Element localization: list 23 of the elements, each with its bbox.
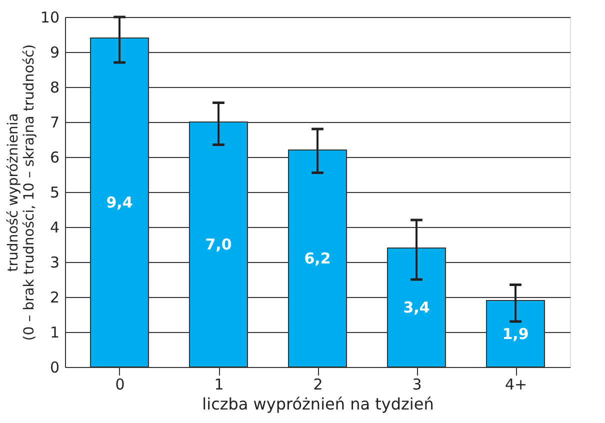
y-tick-label: 7 [50, 114, 60, 132]
y-tick-label: 2 [50, 288, 60, 306]
y-tick-label: 9 [50, 44, 60, 62]
x-axis-title: liczba wypróżnień na tydzień [202, 394, 434, 414]
data-label: 6,2 [304, 250, 331, 268]
y-tick-label: 5 [50, 184, 60, 202]
y-tick-label: 6 [50, 148, 60, 166]
x-tick-label: 2 [313, 376, 323, 394]
x-tick-label: 1 [214, 376, 224, 394]
y-tick-label: 3 [50, 254, 60, 272]
data-label: 7,0 [205, 236, 232, 254]
y-axis-title: trudność wypróżnienia (0 – brak trudności, 10 – skrajna trudność) [5, 44, 38, 341]
data-label: 1,9 [502, 324, 529, 343]
x-tick-label: 3 [412, 376, 422, 394]
y-tick-label: 10 [40, 8, 60, 26]
x-tick-label: 4+ [504, 376, 528, 394]
y-tick-label: 4 [50, 218, 60, 236]
y-tick-label: 8 [50, 78, 60, 96]
x-tick-label: 0 [115, 376, 125, 394]
data-label: 9,4 [106, 194, 133, 212]
data-label: 3,4 [403, 298, 430, 316]
y-tick-label: 1 [50, 324, 60, 342]
y-tick-label: 0 [50, 358, 60, 376]
